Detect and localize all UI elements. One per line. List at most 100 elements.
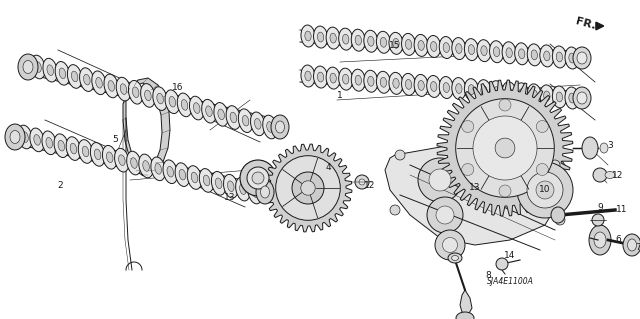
Ellipse shape bbox=[181, 100, 188, 110]
Circle shape bbox=[247, 167, 269, 189]
Ellipse shape bbox=[18, 125, 32, 149]
Ellipse shape bbox=[58, 140, 65, 151]
Ellipse shape bbox=[238, 109, 253, 132]
Text: 15: 15 bbox=[389, 41, 401, 49]
Ellipse shape bbox=[465, 39, 479, 61]
Ellipse shape bbox=[431, 82, 437, 92]
Ellipse shape bbox=[552, 46, 566, 68]
Polygon shape bbox=[264, 144, 352, 232]
Ellipse shape bbox=[157, 93, 163, 104]
Ellipse shape bbox=[317, 32, 324, 42]
Ellipse shape bbox=[506, 88, 512, 98]
Ellipse shape bbox=[531, 50, 538, 60]
Text: 10: 10 bbox=[540, 186, 551, 195]
Ellipse shape bbox=[342, 74, 349, 84]
Circle shape bbox=[462, 121, 474, 132]
Ellipse shape bbox=[627, 239, 637, 251]
Ellipse shape bbox=[468, 45, 475, 55]
Ellipse shape bbox=[448, 253, 462, 263]
Ellipse shape bbox=[35, 62, 41, 72]
Ellipse shape bbox=[5, 124, 25, 150]
Text: 14: 14 bbox=[504, 250, 516, 259]
Circle shape bbox=[593, 168, 607, 182]
Ellipse shape bbox=[204, 175, 210, 186]
Polygon shape bbox=[123, 78, 170, 175]
Ellipse shape bbox=[427, 35, 441, 57]
Circle shape bbox=[252, 172, 264, 184]
Ellipse shape bbox=[569, 93, 575, 103]
Ellipse shape bbox=[477, 40, 491, 62]
Ellipse shape bbox=[256, 180, 274, 204]
Ellipse shape bbox=[582, 137, 598, 159]
Ellipse shape bbox=[108, 81, 115, 91]
Ellipse shape bbox=[175, 163, 189, 187]
Ellipse shape bbox=[339, 28, 353, 50]
Circle shape bbox=[359, 179, 365, 185]
Ellipse shape bbox=[260, 186, 269, 198]
Ellipse shape bbox=[339, 68, 353, 90]
Ellipse shape bbox=[544, 91, 550, 101]
Ellipse shape bbox=[493, 47, 500, 57]
Ellipse shape bbox=[418, 41, 424, 50]
Ellipse shape bbox=[145, 90, 151, 101]
Ellipse shape bbox=[30, 128, 44, 152]
Ellipse shape bbox=[70, 143, 77, 154]
Ellipse shape bbox=[59, 68, 66, 79]
Ellipse shape bbox=[544, 51, 550, 61]
Circle shape bbox=[462, 164, 474, 175]
Circle shape bbox=[517, 162, 573, 218]
Ellipse shape bbox=[106, 152, 113, 163]
Ellipse shape bbox=[23, 61, 33, 73]
Ellipse shape bbox=[351, 29, 365, 51]
Ellipse shape bbox=[151, 157, 166, 181]
Ellipse shape bbox=[506, 48, 512, 58]
Circle shape bbox=[355, 175, 369, 189]
Ellipse shape bbox=[364, 70, 378, 92]
Ellipse shape bbox=[239, 184, 246, 194]
Ellipse shape bbox=[502, 42, 516, 64]
Ellipse shape bbox=[502, 82, 516, 104]
Text: 13: 13 bbox=[469, 183, 481, 192]
Ellipse shape bbox=[79, 68, 94, 92]
Ellipse shape bbox=[565, 87, 579, 109]
Circle shape bbox=[536, 181, 554, 199]
Ellipse shape bbox=[84, 74, 90, 85]
Ellipse shape bbox=[427, 76, 441, 97]
Ellipse shape bbox=[155, 164, 161, 174]
Circle shape bbox=[483, 126, 527, 170]
Text: 4: 4 bbox=[325, 164, 331, 173]
Text: 3: 3 bbox=[607, 140, 613, 150]
Ellipse shape bbox=[527, 44, 541, 66]
Ellipse shape bbox=[301, 25, 315, 47]
Ellipse shape bbox=[405, 79, 412, 89]
Ellipse shape bbox=[405, 40, 412, 49]
Circle shape bbox=[390, 205, 400, 215]
Ellipse shape bbox=[205, 106, 212, 116]
Ellipse shape bbox=[132, 87, 139, 98]
Text: 2: 2 bbox=[57, 181, 63, 189]
Ellipse shape bbox=[177, 93, 192, 117]
Ellipse shape bbox=[78, 140, 93, 163]
Ellipse shape bbox=[94, 149, 101, 160]
Ellipse shape bbox=[104, 74, 118, 98]
Ellipse shape bbox=[83, 146, 89, 157]
Ellipse shape bbox=[573, 47, 591, 69]
Ellipse shape bbox=[66, 137, 81, 160]
Ellipse shape bbox=[551, 207, 565, 223]
Ellipse shape bbox=[179, 169, 186, 180]
Ellipse shape bbox=[191, 172, 198, 183]
Circle shape bbox=[292, 172, 324, 204]
Ellipse shape bbox=[531, 90, 538, 100]
Ellipse shape bbox=[199, 169, 214, 192]
Ellipse shape bbox=[131, 158, 137, 168]
Ellipse shape bbox=[389, 32, 403, 54]
Ellipse shape bbox=[376, 71, 390, 93]
Ellipse shape bbox=[218, 109, 225, 120]
Ellipse shape bbox=[605, 172, 615, 179]
Ellipse shape bbox=[456, 312, 474, 319]
Ellipse shape bbox=[594, 232, 606, 248]
Ellipse shape bbox=[301, 65, 315, 87]
Circle shape bbox=[550, 160, 560, 170]
Ellipse shape bbox=[223, 174, 238, 198]
Ellipse shape bbox=[515, 43, 529, 65]
